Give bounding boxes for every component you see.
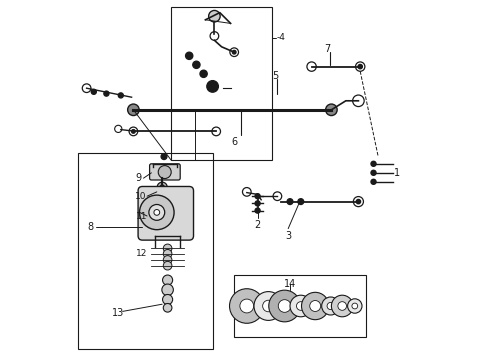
- Circle shape: [210, 32, 219, 40]
- Circle shape: [254, 292, 283, 320]
- Circle shape: [338, 302, 346, 310]
- Circle shape: [296, 302, 305, 310]
- Circle shape: [255, 201, 260, 206]
- Text: 14: 14: [284, 279, 296, 289]
- Circle shape: [290, 295, 312, 317]
- Text: 13: 13: [112, 308, 124, 318]
- Circle shape: [161, 154, 167, 159]
- Text: 5: 5: [272, 71, 279, 81]
- Circle shape: [193, 61, 200, 68]
- Circle shape: [255, 194, 260, 199]
- Circle shape: [162, 284, 173, 296]
- Circle shape: [200, 70, 207, 77]
- Circle shape: [371, 161, 376, 166]
- Circle shape: [287, 199, 293, 204]
- Circle shape: [321, 297, 340, 315]
- Circle shape: [118, 93, 123, 98]
- Bar: [77, 153, 213, 349]
- Circle shape: [347, 299, 362, 313]
- Circle shape: [154, 210, 160, 215]
- Circle shape: [301, 292, 329, 320]
- Circle shape: [352, 303, 358, 309]
- Bar: [234, 275, 366, 337]
- Circle shape: [356, 62, 365, 71]
- Circle shape: [326, 104, 337, 116]
- Circle shape: [212, 127, 220, 136]
- Circle shape: [298, 199, 304, 204]
- Circle shape: [371, 179, 376, 184]
- Circle shape: [163, 261, 172, 270]
- Circle shape: [104, 91, 109, 96]
- Text: 1: 1: [394, 168, 400, 178]
- Circle shape: [353, 95, 364, 107]
- Text: 2: 2: [254, 220, 261, 230]
- Circle shape: [163, 249, 172, 258]
- Bar: [171, 7, 272, 160]
- Circle shape: [163, 275, 172, 285]
- Circle shape: [163, 303, 172, 312]
- FancyBboxPatch shape: [138, 186, 194, 240]
- Text: 10: 10: [135, 192, 147, 201]
- Circle shape: [158, 166, 171, 179]
- Circle shape: [273, 192, 282, 201]
- Text: 8: 8: [88, 222, 94, 232]
- FancyBboxPatch shape: [149, 164, 180, 180]
- Circle shape: [207, 81, 219, 92]
- Circle shape: [82, 84, 91, 93]
- Circle shape: [278, 300, 291, 312]
- Circle shape: [229, 289, 264, 323]
- Circle shape: [163, 244, 172, 253]
- Text: 3: 3: [285, 231, 291, 241]
- Circle shape: [160, 185, 164, 189]
- Circle shape: [255, 208, 260, 213]
- Text: 6: 6: [231, 137, 237, 147]
- Circle shape: [115, 125, 122, 132]
- Circle shape: [269, 290, 300, 322]
- Circle shape: [353, 197, 364, 207]
- Circle shape: [358, 64, 363, 69]
- Circle shape: [163, 294, 172, 305]
- Circle shape: [230, 48, 239, 57]
- Circle shape: [209, 10, 220, 22]
- Circle shape: [263, 300, 274, 312]
- Circle shape: [157, 182, 167, 192]
- Circle shape: [132, 130, 135, 133]
- Circle shape: [149, 204, 165, 220]
- Circle shape: [310, 301, 320, 311]
- Circle shape: [140, 195, 174, 230]
- Circle shape: [327, 302, 334, 310]
- Circle shape: [127, 104, 139, 116]
- Circle shape: [356, 199, 361, 204]
- Circle shape: [243, 188, 251, 196]
- Text: 11: 11: [136, 212, 148, 220]
- Circle shape: [371, 170, 376, 175]
- Text: 9: 9: [135, 173, 141, 183]
- Text: 12: 12: [136, 249, 147, 258]
- Circle shape: [240, 299, 254, 313]
- Circle shape: [129, 127, 138, 136]
- Circle shape: [232, 50, 236, 54]
- Circle shape: [307, 62, 316, 71]
- Circle shape: [186, 52, 193, 59]
- Text: -4: -4: [276, 33, 285, 42]
- Circle shape: [163, 256, 172, 264]
- Text: 7: 7: [325, 44, 331, 54]
- Circle shape: [331, 295, 353, 317]
- Circle shape: [91, 89, 97, 94]
